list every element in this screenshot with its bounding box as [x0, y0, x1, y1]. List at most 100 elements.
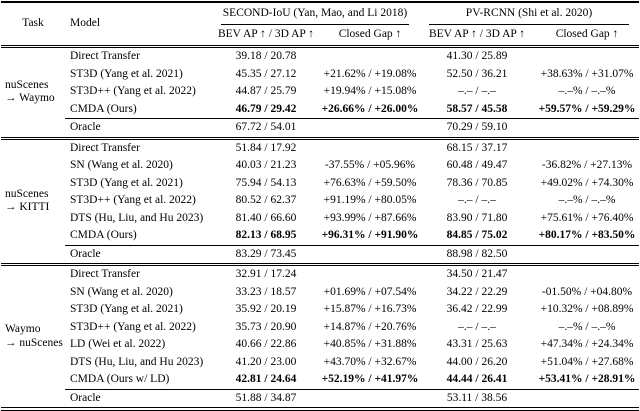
table-row: ST3D (Yang et al. 2021) 35.92 / 20.19 +1… [1, 301, 639, 319]
table-row-cmda: CMDA (Ours) 82.13 / 68.95 +96.31% / +91.… [1, 227, 639, 245]
second-ap-cell: 81.40 / 66.60 [235, 211, 297, 224]
model-cell: Direct Transfer [70, 50, 140, 62]
pv-gap-cell [535, 265, 639, 284]
second-gap-cell [321, 265, 419, 284]
second-gap-cell: +26.66% / +26.00% [321, 102, 419, 115]
table-row: SN (Wang et al. 2020) 33.23 / 18.57 +01.… [1, 284, 639, 302]
task-target: → Waymo [5, 92, 55, 105]
model-cell: ST3D (Yang et al. 2021) [70, 176, 183, 189]
pv-ap-cell: 88.98 / 82.50 [419, 244, 535, 265]
second-ap-cell: 40.03 / 21.23 [235, 159, 297, 171]
pv-ap-cell: 58.57 / 45.58 [446, 102, 508, 115]
pv-gap-cell [535, 388, 639, 409]
task-cell: Waymo → nuScenes [1, 265, 65, 410]
model-cell: ST3D++ (Yang et al. 2022) [70, 194, 196, 206]
model-cell: Oracle [65, 388, 211, 409]
model-cell: DTS (Hu, Liu, and Hu 2023) [70, 355, 204, 368]
second-gap-cell [321, 118, 419, 138]
table-row: DTS (Hu, Liu, and Hu 2023) 41.20 / 23.00… [1, 354, 639, 372]
second-gap-cell: +01.69% / +07.54% [323, 285, 417, 298]
second-gap-cell [321, 244, 419, 265]
pv-gap-cell: +47.34% / +24.34% [540, 338, 634, 350]
task-target: → nuScenes [5, 336, 63, 349]
model-cell: LD (Wei et al. 2022) [70, 338, 166, 350]
second-ap-cell: 67.72 / 54.01 [211, 118, 321, 138]
pv-gap-cell [535, 244, 639, 265]
pv-gap-cell: +75.61% / +76.40% [540, 211, 634, 224]
second-gap-cell: +93.99% / +87.66% [323, 211, 417, 224]
second-gap-cell [321, 47, 419, 66]
pv-ap-cell: 52.50 / 36.21 [446, 67, 508, 80]
second-gap-cell: +52.19% / +41.97% [321, 373, 419, 385]
second-ap-cell: 45.35 / 27.12 [235, 67, 297, 80]
pv-ap-cell: 70.29 / 59.10 [419, 118, 535, 138]
header-row-detectors: Task Model SECOND-IoU (Yan, Mao, and Li … [1, 2, 639, 29]
model-cell: CMDA (Ours) [70, 102, 137, 115]
second-ap-cell: 46.79 / 29.42 [235, 102, 297, 115]
col-header-second-ap: BEV AP ↑ / 3D AP ↑ [217, 27, 315, 40]
model-cell: SN (Wang et al. 2020) [70, 159, 173, 171]
col-header-pv-gap: Closed Gap ↑ [555, 27, 619, 40]
second-gap-cell: +43.70% / +32.67% [323, 355, 417, 368]
task-source: nuScenes [5, 187, 49, 200]
second-ap-cell: 75.94 / 54.13 [235, 176, 297, 189]
task-cell: nuScenes → KITTI [1, 138, 65, 265]
second-ap-cell: 44.87 / 25.79 [235, 85, 297, 97]
pv-gap-cell: -36.82% / +27.13% [541, 159, 633, 171]
pv-ap-cell: –.– / –.– [458, 194, 496, 206]
second-gap-cell: +40.85% / +31.88% [323, 338, 417, 350]
col-group-second-iou: SECOND-IoU (Yan, Mao, and Li 2018) [211, 2, 419, 25]
pv-gap-cell [535, 47, 639, 66]
table-row: SN (Wang et al. 2020) 40.03 / 21.23 -37.… [1, 157, 639, 175]
table-row-oracle: Oracle 67.72 / 54.01 70.29 / 59.10 [1, 118, 639, 138]
table-row: DTS (Hu, Liu, and Hu 2023) 81.40 / 66.60… [1, 210, 639, 228]
header-row-metrics: BEV AP ↑ / 3D AP ↑ Closed Gap ↑ BEV AP ↑… [1, 25, 639, 47]
second-ap-cell: 32.91 / 17.24 [235, 268, 297, 280]
group-nuscenes-kitti: nuScenes → KITTI Direct Transfer 51.84 /… [1, 138, 639, 265]
model-cell: Direct Transfer [70, 141, 140, 154]
table-row-cmda: CMDA (Ours) 46.79 / 29.42 +26.66% / +26.… [1, 101, 639, 119]
col-group-pv-rcnn: PV-RCNN (Shi et al. 2020) [419, 2, 639, 25]
table-row: ST3D++ (Yang et al. 2022) 44.87 / 25.79 … [1, 83, 639, 101]
pv-ap-cell: 84.85 / 75.02 [446, 229, 508, 241]
model-cell: CMDA (Ours) [70, 229, 137, 241]
second-gap-cell: +96.31% / +91.90% [321, 229, 419, 241]
pv-ap-cell: 34.22 / 22.29 [446, 285, 508, 298]
second-ap-cell: 42.81 / 24.64 [235, 373, 297, 385]
model-cell: DTS (Hu, Liu, and Hu 2023) [70, 211, 204, 224]
pv-ap-cell: 41.30 / 25.89 [446, 50, 508, 62]
col-header-pv-ap: BEV AP ↑ / 3D AP ↑ [428, 27, 526, 40]
second-ap-cell: 51.84 / 17.92 [235, 141, 297, 154]
pv-gap-cell: +80.17% / +83.50% [538, 229, 636, 241]
pv-gap-cell: –.–% / –.–% [558, 194, 616, 206]
table-row: ST3D (Yang et al. 2021) 75.94 / 54.13 +7… [1, 175, 639, 193]
pv-ap-cell: 53.11 / 38.56 [419, 388, 535, 409]
second-gap-cell: +91.19% / +80.05% [323, 194, 417, 206]
model-cell: ST3D++ (Yang et al. 2022) [70, 320, 196, 333]
table-row: ST3D (Yang et al. 2021) 45.35 / 27.12 +2… [1, 66, 639, 84]
table-header: Task Model SECOND-IoU (Yan, Mao, and Li … [1, 2, 639, 47]
second-ap-cell: 35.73 / 20.90 [235, 320, 297, 333]
pv-ap-cell: 60.48 / 49.47 [446, 159, 508, 171]
task-cell: nuScenes → Waymo [1, 47, 65, 139]
table-row-cmda: CMDA (Ours w/ LD) 42.81 / 24.64 +52.19% … [1, 371, 639, 389]
task-target: → KITTI [5, 201, 50, 214]
model-cell: SN (Wang et al. 2020) [70, 285, 173, 298]
pv-ap-cell: 83.90 / 71.80 [446, 211, 508, 224]
second-gap-cell: +15.87% / +16.73% [323, 303, 417, 315]
second-gap-cell: -37.55% / +05.96% [324, 159, 416, 171]
pv-gap-cell: +59.57% / +59.29% [538, 102, 636, 115]
second-gap-cell: +21.62% / +19.08% [323, 67, 417, 80]
table-row: nuScenes → Waymo Direct Transfer 39.18 /… [1, 47, 639, 104]
pv-gap-cell: +10.32% / +08.89% [540, 303, 634, 315]
table-row: ST3D++ (Yang et al. 2022) 80.52 / 62.37 … [1, 192, 639, 210]
second-ap-cell: 35.92 / 20.19 [235, 303, 297, 315]
task-source: nuScenes [5, 78, 49, 91]
pv-ap-cell: 78.36 / 70.85 [446, 176, 508, 189]
model-cell: ST3D (Yang et al. 2021) [70, 67, 183, 80]
pv-ap-cell: 44.00 / 26.20 [446, 355, 508, 368]
pv-gap-cell: –.–% / –.–% [558, 320, 616, 333]
second-ap-cell: 83.29 / 73.45 [211, 244, 321, 265]
pv-ap-cell: 36.42 / 22.99 [446, 303, 508, 315]
